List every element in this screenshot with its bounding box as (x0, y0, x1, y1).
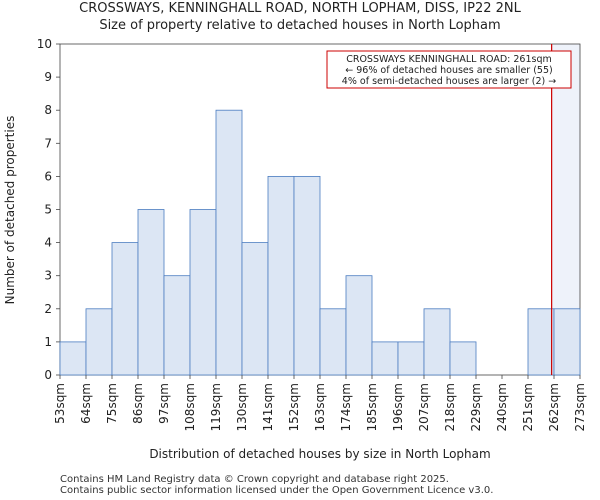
bar (319, 308, 347, 376)
annotation-box (326, 50, 572, 89)
y-tick-label: 0 (44, 368, 52, 382)
y-tick-label: 5 (44, 203, 52, 217)
y-tick-label: 7 (44, 136, 52, 150)
bar (423, 308, 451, 376)
footer-copyright: Contains HM Land Registry data © Crown c… (60, 474, 449, 485)
x-tick-label: 240sqm (495, 383, 509, 431)
x-tick-label: 152sqm (287, 383, 301, 431)
bar (449, 341, 477, 376)
x-tick-label: 163sqm (313, 383, 327, 431)
chart-title: CROSSWAYS, KENNINGHALL ROAD, NORTH LOPHA… (79, 1, 521, 16)
bar (111, 242, 139, 376)
x-tick-label: 97sqm (157, 383, 171, 424)
bar (371, 341, 399, 376)
bar (267, 175, 295, 376)
x-tick-label: 196sqm (391, 383, 405, 431)
x-tick-label: 229sqm (469, 383, 483, 431)
x-tick-label: 218sqm (443, 383, 457, 431)
bar (215, 109, 243, 376)
x-tick-label: 141sqm (261, 383, 275, 431)
x-axis-label: Distribution of detached houses by size … (149, 447, 490, 461)
chart-subtitle: Size of property relative to detached ho… (99, 18, 501, 33)
bar (397, 341, 425, 376)
x-tick-label: 174sqm (339, 383, 353, 431)
y-tick-label: 4 (44, 236, 52, 250)
bar (293, 175, 321, 376)
x-tick-label: 64sqm (79, 383, 93, 424)
y-tick-label: 9 (44, 70, 52, 84)
bar (59, 341, 87, 376)
x-tick-label: 251sqm (521, 383, 535, 431)
bar (345, 275, 373, 376)
x-tick-label: 207sqm (417, 383, 431, 431)
x-tick-label: 53sqm (53, 383, 67, 424)
y-tick-label: 3 (44, 269, 52, 283)
annotation-line-3: 4% of semi-detached houses are larger (2… (342, 76, 556, 87)
x-tick-label: 86sqm (131, 383, 145, 424)
x-tick-label: 262sqm (547, 383, 561, 431)
x-tick-label: 108sqm (183, 383, 197, 431)
bar (163, 275, 191, 376)
bar (527, 308, 555, 376)
x-tick-label: 75sqm (105, 383, 119, 424)
y-axis-label: Number of detached properties (3, 116, 17, 305)
y-tick-label: 6 (44, 169, 52, 183)
bar (189, 209, 217, 376)
y-tick-label: 1 (44, 335, 52, 349)
annotation-line-1: CROSSWAYS KENNINGHALL ROAD: 261sqm (346, 54, 552, 65)
bar (241, 242, 269, 376)
bar (85, 308, 113, 376)
x-tick-label: 273sqm (573, 383, 587, 431)
annotation-line-2: ← 96% of detached houses are smaller (55… (345, 65, 552, 76)
bar (137, 209, 165, 376)
footer-licence: Contains public sector information licen… (60, 485, 494, 496)
y-tick-label: 8 (44, 103, 52, 117)
bar (553, 308, 581, 376)
x-tick-label: 130sqm (235, 383, 249, 431)
x-tick-label: 185sqm (365, 383, 379, 431)
y-tick-label: 10 (37, 37, 52, 51)
y-tick-label: 2 (44, 302, 52, 316)
x-tick-label: 119sqm (209, 383, 223, 431)
